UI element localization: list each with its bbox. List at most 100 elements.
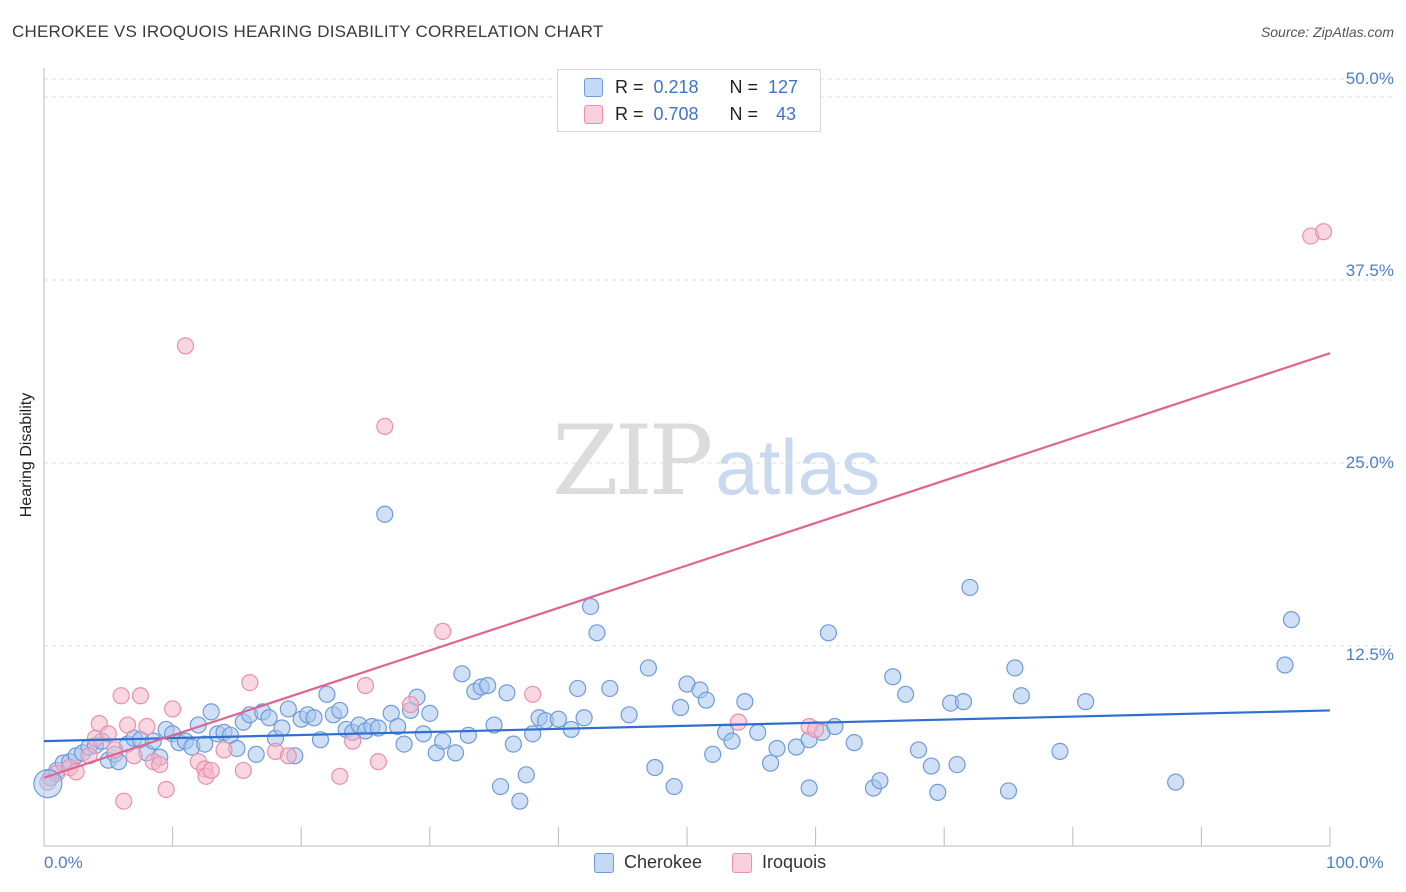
- cherokee-point: [1077, 693, 1095, 711]
- cherokee-point: [260, 709, 278, 727]
- cherokee-point: [697, 691, 715, 709]
- iroquois-point: [215, 741, 233, 759]
- cherokee-point: [279, 700, 297, 718]
- cherokee-n-value: 127: [768, 76, 799, 97]
- cherokee-point: [247, 745, 265, 763]
- iroquois-point: [99, 725, 117, 743]
- n-label: N =: [729, 76, 759, 97]
- cherokee-point: [704, 745, 722, 763]
- iroquois-point: [138, 717, 156, 736]
- cherokee-point: [826, 717, 844, 736]
- legend-row-iroquois: R = 0.708 N = 43: [584, 103, 796, 125]
- cherokee-point: [389, 717, 407, 736]
- cherokee-point: [305, 709, 323, 727]
- cherokee-point: [871, 772, 889, 790]
- cherokee-point: [511, 792, 529, 810]
- cherokee-point: [504, 735, 522, 753]
- cherokee-point: [768, 739, 786, 758]
- cherokee-point: [819, 624, 838, 642]
- y-tick-label: 12.5%: [1345, 645, 1394, 664]
- iroquois-point: [176, 337, 195, 355]
- cherokee-r-value: 0.218: [653, 76, 699, 97]
- cherokee-point: [376, 505, 394, 523]
- cherokee-point: [671, 698, 690, 717]
- cherokee-point: [601, 679, 619, 698]
- correlation-legend: R = 0.218 N = 127 R = 0.708 N = 43: [557, 69, 821, 132]
- cherokee-point: [453, 665, 471, 683]
- cherokee-point: [524, 725, 542, 743]
- iroquois-point: [344, 732, 362, 750]
- cherokee-point: [665, 777, 683, 796]
- cherokee-point: [948, 755, 966, 774]
- cherokee-point: [639, 659, 658, 677]
- iroquois-trend-line: [43, 352, 1331, 779]
- cherokee-point: [929, 783, 947, 802]
- cherokee-point: [434, 732, 452, 750]
- series-legend: Cherokee Iroquois: [594, 852, 856, 873]
- cherokee-point: [999, 782, 1018, 800]
- iroquois-point: [112, 687, 130, 705]
- iroquois-point: [369, 753, 387, 771]
- cherokee-point: [318, 685, 336, 703]
- iroquois-point: [1314, 223, 1333, 241]
- cherokee-point: [395, 735, 413, 753]
- iroquois-point: [131, 687, 150, 705]
- cherokee-point: [845, 734, 863, 752]
- cherokee-point: [549, 710, 568, 728]
- cherokee-point: [954, 693, 973, 711]
- iroquois-point: [806, 720, 825, 739]
- cherokee-point: [723, 732, 741, 750]
- cherokee-point: [498, 684, 516, 702]
- iroquois-point: [157, 780, 175, 799]
- cherokee-point: [569, 679, 587, 698]
- iroquois-point: [279, 747, 297, 765]
- cherokee-point: [800, 779, 818, 797]
- cherokee-point: [479, 676, 497, 695]
- iroquois-point: [241, 673, 259, 692]
- cherokee-swatch: [584, 77, 603, 97]
- y-tick-label: 37.5%: [1345, 261, 1394, 280]
- cherokee-point: [1167, 773, 1185, 791]
- iroquois-legend-label: Iroquois: [762, 852, 827, 872]
- cherokee-point: [491, 777, 510, 796]
- iroquois-point: [202, 761, 220, 780]
- cherokee-point: [1006, 659, 1024, 677]
- cherokee-point: [787, 738, 805, 756]
- x-tick-label: 100.0%: [1326, 853, 1384, 872]
- iroquois-point: [729, 713, 748, 731]
- x-tick-label: 0.0%: [44, 853, 83, 872]
- iroquois-r-value: 0.708: [653, 103, 699, 124]
- cherokee-legend-label: Cherokee: [624, 852, 703, 872]
- iroquois-point: [356, 676, 375, 695]
- legend-item-cherokee: Cherokee: [594, 852, 702, 873]
- r-label: R =: [615, 103, 644, 124]
- cherokee-point: [485, 716, 503, 734]
- iroquois-point: [331, 767, 349, 785]
- iroquois-point: [524, 685, 542, 703]
- cherokee-trend-line: [43, 709, 1331, 743]
- cherokee-point: [1276, 656, 1294, 674]
- cherokee-point: [961, 578, 979, 597]
- y-tick-label: 50.0%: [1345, 69, 1394, 88]
- cherokee-point: [414, 725, 432, 743]
- legend-item-iroquois: Iroquois: [732, 852, 826, 873]
- r-label: R =: [615, 76, 644, 97]
- cherokee-point: [202, 703, 220, 721]
- cherokee-point: [1012, 687, 1030, 705]
- iroquois-point: [118, 716, 137, 734]
- source-label: Source: ZipAtlas.com: [1260, 24, 1394, 40]
- cherokee-point: [33, 769, 63, 799]
- cherokee-point: [331, 701, 349, 720]
- n-label: N =: [729, 103, 759, 124]
- cherokee-point: [273, 719, 291, 737]
- cherokee-point: [196, 735, 214, 753]
- iroquois-point: [115, 792, 133, 810]
- cherokee-point: [446, 744, 465, 762]
- iroquois-point: [401, 695, 420, 714]
- cherokee-legend-swatch: [594, 852, 614, 873]
- iroquois-point: [234, 761, 252, 780]
- cherokee-point: [620, 706, 638, 724]
- cherokee-point: [736, 693, 754, 711]
- chart-title: CHEROKEE VS IROQUOIS HEARING DISABILITY …: [12, 22, 604, 41]
